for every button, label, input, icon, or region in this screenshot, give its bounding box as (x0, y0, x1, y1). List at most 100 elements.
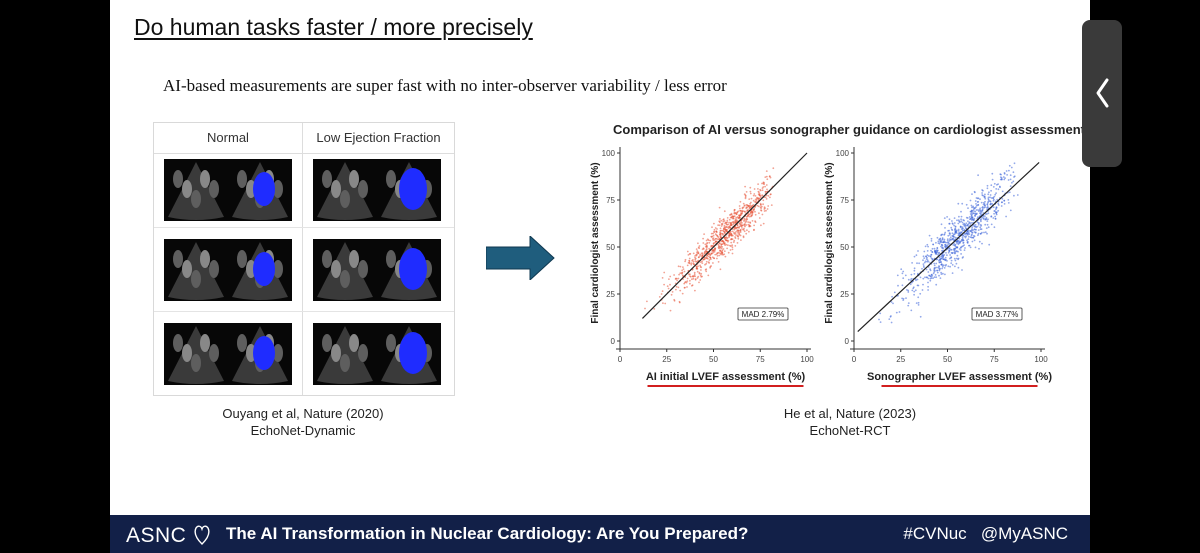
data-point (961, 202, 964, 205)
data-point (951, 272, 954, 274)
echo-frame (313, 159, 441, 221)
data-point (964, 233, 966, 236)
data-point (737, 232, 739, 234)
data-point (929, 279, 932, 282)
data-point (993, 182, 996, 185)
data-point (943, 267, 946, 269)
data-point (966, 239, 968, 242)
data-point (944, 227, 946, 229)
data-point (747, 213, 750, 216)
data-point (878, 318, 880, 321)
data-point (958, 237, 961, 240)
right-arrow-icon (486, 236, 555, 280)
caption-dataset: EchoNet-RCT (809, 423, 891, 438)
data-point (723, 231, 726, 234)
echo-frame (164, 159, 292, 221)
x-axis-label: Sonographer LVEF assessment (%) (867, 371, 1052, 383)
data-point (738, 226, 740, 228)
data-point (684, 258, 687, 261)
data-point (891, 295, 893, 298)
data-point (975, 209, 978, 211)
data-point (913, 293, 915, 296)
data-point (732, 217, 735, 220)
data-point (724, 228, 727, 231)
data-point (909, 279, 912, 281)
data-point (994, 193, 997, 196)
data-point (935, 249, 938, 252)
data-point (1009, 185, 1012, 187)
data-point (915, 302, 918, 304)
data-point (994, 211, 997, 214)
data-point (971, 228, 973, 230)
data-point (767, 195, 770, 197)
lv-segmentation (253, 172, 275, 206)
data-point (979, 232, 982, 235)
data-point (748, 230, 750, 233)
data-point (992, 206, 995, 209)
heart-logo-icon (194, 525, 210, 545)
data-point (717, 261, 720, 263)
data-point (996, 198, 999, 201)
data-point (735, 234, 737, 236)
data-point (940, 241, 942, 243)
data-point (714, 227, 717, 229)
data-point (921, 289, 924, 291)
data-point (765, 175, 768, 178)
data-point (681, 272, 683, 275)
data-point (762, 222, 765, 225)
data-point (688, 257, 691, 260)
data-point (969, 199, 972, 202)
data-point (758, 194, 761, 197)
data-point (879, 321, 882, 323)
data-point (691, 275, 694, 278)
data-point (987, 226, 990, 229)
data-point (913, 267, 916, 270)
data-point (764, 196, 767, 199)
data-point (947, 229, 949, 232)
data-point (954, 227, 957, 230)
data-point (670, 293, 673, 296)
data-point (762, 199, 765, 202)
data-point (936, 271, 939, 274)
column-header-low-ef: Low Ejection Fraction (303, 123, 454, 154)
data-point (762, 203, 764, 206)
data-point (930, 240, 933, 242)
data-point (983, 195, 986, 198)
data-point (687, 254, 690, 256)
data-point (747, 209, 749, 211)
data-point (1008, 164, 1011, 167)
data-point (745, 218, 748, 221)
data-point (748, 198, 751, 200)
data-point (737, 234, 739, 237)
data-point (761, 189, 764, 192)
data-point (743, 210, 746, 213)
data-point (972, 212, 975, 215)
data-point (748, 215, 751, 218)
data-point (732, 223, 735, 225)
data-point (961, 269, 963, 271)
side-panel-toggle[interactable] (1082, 20, 1122, 167)
data-point (752, 199, 755, 202)
data-point (697, 242, 699, 245)
data-point (721, 229, 724, 232)
data-point (954, 236, 957, 239)
data-point (945, 244, 948, 247)
data-point (897, 284, 899, 287)
data-point (698, 271, 701, 274)
data-point (935, 241, 937, 244)
data-point (754, 210, 756, 213)
data-point (930, 257, 933, 260)
data-point (937, 242, 940, 244)
data-point (972, 210, 975, 212)
y-tick-label: 25 (840, 290, 849, 299)
data-point (927, 285, 929, 288)
data-point (971, 206, 973, 209)
data-point (953, 224, 955, 227)
data-point (745, 215, 748, 218)
data-point (731, 252, 734, 255)
data-point (923, 257, 926, 259)
data-point (748, 207, 751, 209)
data-point (740, 239, 742, 241)
data-point (993, 212, 995, 215)
data-point (959, 249, 962, 252)
